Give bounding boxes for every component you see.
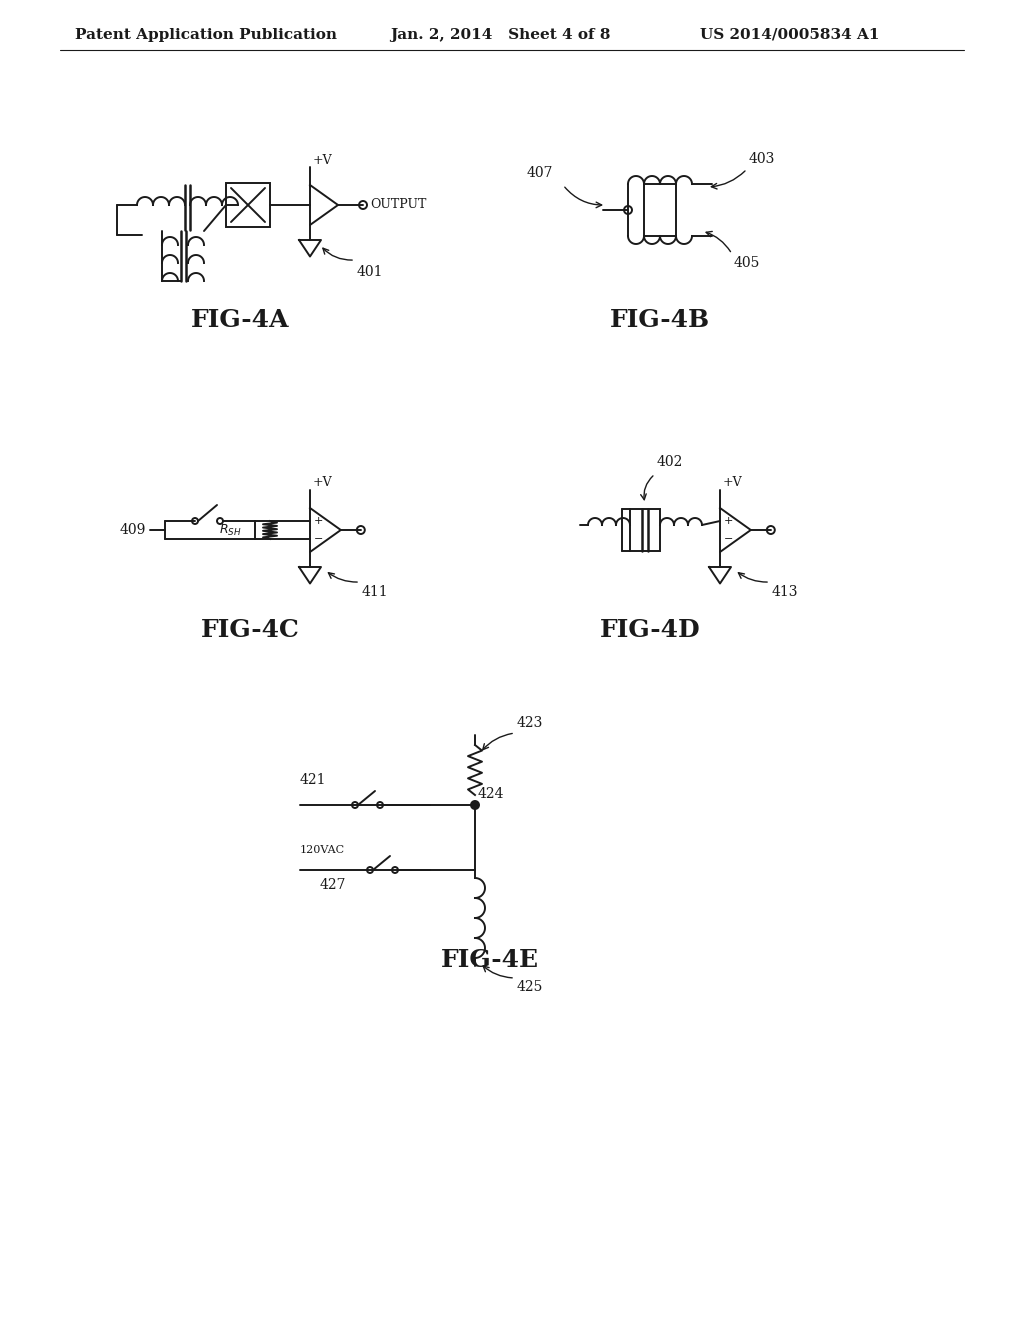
Text: Jan. 2, 2014   Sheet 4 of 8: Jan. 2, 2014 Sheet 4 of 8 [390,28,610,42]
Text: +V: +V [723,477,742,490]
Text: OUTPUT: OUTPUT [370,198,426,211]
Text: Patent Application Publication: Patent Application Publication [75,28,337,42]
Text: 401: 401 [357,265,384,279]
Text: +V: +V [313,153,333,166]
Text: +: + [314,516,324,525]
Text: −: − [314,535,324,544]
Text: 411: 411 [362,585,389,599]
Text: 120VAC: 120VAC [300,845,345,855]
Text: 423: 423 [517,715,544,730]
Text: FIG-4B: FIG-4B [610,308,710,333]
Bar [226,183,270,227]
Text: 409: 409 [120,523,146,537]
Text: FIG-4C: FIG-4C [201,618,299,642]
Text: +V: +V [313,477,333,490]
Text: +: + [724,516,733,525]
Text: 427: 427 [319,878,346,892]
Text: 413: 413 [772,585,799,599]
Text: FIG-4D: FIG-4D [600,618,700,642]
Text: US 2014/0005834 A1: US 2014/0005834 A1 [700,28,880,42]
Bar [630,510,660,550]
Text: −: − [724,535,733,544]
Text: 407: 407 [526,166,553,180]
Text: 425: 425 [517,979,544,994]
Text: 421: 421 [300,774,327,787]
Text: $R_{SH}$: $R_{SH}$ [219,523,242,537]
Text: FIG-4E: FIG-4E [441,948,539,972]
Text: 403: 403 [749,152,775,166]
Text: 405: 405 [734,256,761,271]
Bar [644,183,676,236]
Text: 424: 424 [478,787,505,801]
Text: FIG-4A: FIG-4A [190,308,289,333]
Text: 402: 402 [657,455,683,469]
Circle shape [471,801,479,809]
